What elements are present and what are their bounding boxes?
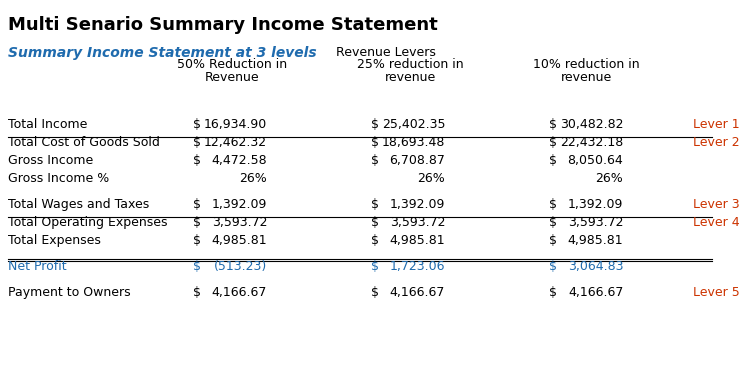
Text: Multi Senario Summary Income Statement: Multi Senario Summary Income Statement <box>8 16 438 34</box>
Text: $: $ <box>549 286 557 299</box>
Text: Payment to Owners: Payment to Owners <box>8 286 130 299</box>
Text: $: $ <box>549 154 557 167</box>
Text: $: $ <box>193 286 201 299</box>
Text: 22,432.18: 22,432.18 <box>560 136 623 149</box>
Text: Lever 4: Lever 4 <box>692 216 740 229</box>
Text: Total Wages and Taxes: Total Wages and Taxes <box>8 198 149 211</box>
Text: $: $ <box>193 260 201 273</box>
Text: Total Cost of Goods Sold: Total Cost of Goods Sold <box>8 136 160 149</box>
Text: $: $ <box>549 118 557 131</box>
Text: 10% reduction in: 10% reduction in <box>533 58 640 71</box>
Text: Gross Income %: Gross Income % <box>8 172 109 185</box>
Text: 12,462.32: 12,462.32 <box>204 136 267 149</box>
Text: revenue: revenue <box>385 71 436 84</box>
Text: Total Expenses: Total Expenses <box>8 234 101 247</box>
Text: 4,166.67: 4,166.67 <box>390 286 445 299</box>
Text: 4,166.67: 4,166.67 <box>568 286 623 299</box>
Text: $: $ <box>193 234 201 247</box>
Text: $: $ <box>549 198 557 211</box>
Text: Summary Income Statement at 3 levels: Summary Income Statement at 3 levels <box>8 46 316 60</box>
Text: 4,472.58: 4,472.58 <box>211 154 267 167</box>
Text: $: $ <box>371 136 379 149</box>
Text: 25,402.35: 25,402.35 <box>382 118 446 131</box>
Text: 50% Reduction in: 50% Reduction in <box>178 58 287 71</box>
Text: $: $ <box>371 286 379 299</box>
Text: $: $ <box>371 234 379 247</box>
Text: $: $ <box>371 118 379 131</box>
Text: Lever 3: Lever 3 <box>692 198 740 211</box>
Text: 26%: 26% <box>239 172 267 185</box>
Text: 8,050.64: 8,050.64 <box>568 154 623 167</box>
Text: $: $ <box>549 260 557 273</box>
Text: revenue: revenue <box>561 71 612 84</box>
Text: 1,392.09: 1,392.09 <box>568 198 623 211</box>
Text: $: $ <box>371 260 379 273</box>
Text: $: $ <box>371 154 379 167</box>
Text: Lever 2: Lever 2 <box>692 136 740 149</box>
Text: 26%: 26% <box>418 172 446 185</box>
Text: Gross Income: Gross Income <box>8 154 93 167</box>
Text: Net Profit: Net Profit <box>8 260 67 273</box>
Text: Revenue Levers: Revenue Levers <box>336 46 436 59</box>
Text: 16,934.90: 16,934.90 <box>204 118 267 131</box>
Text: 26%: 26% <box>596 172 623 185</box>
Text: 4,166.67: 4,166.67 <box>211 286 267 299</box>
Text: $: $ <box>193 216 201 229</box>
Text: 30,482.82: 30,482.82 <box>560 118 623 131</box>
Text: Revenue: Revenue <box>206 71 260 84</box>
Text: 3,593.72: 3,593.72 <box>568 216 623 229</box>
Text: $: $ <box>549 216 557 229</box>
Text: $: $ <box>193 198 201 211</box>
Text: $: $ <box>549 136 557 149</box>
Text: 25% reduction in: 25% reduction in <box>357 58 464 71</box>
Text: $: $ <box>371 198 379 211</box>
Text: $: $ <box>193 118 201 131</box>
Text: 3,593.72: 3,593.72 <box>211 216 267 229</box>
Text: $: $ <box>193 136 201 149</box>
Text: 4,985.81: 4,985.81 <box>389 234 445 247</box>
Text: 6,708.87: 6,708.87 <box>389 154 445 167</box>
Text: Lever 5: Lever 5 <box>692 286 740 299</box>
Text: Total Income: Total Income <box>8 118 87 131</box>
Text: Lever 1: Lever 1 <box>692 118 740 131</box>
Text: Total Operating Expenses: Total Operating Expenses <box>8 216 167 229</box>
Text: 3,064.83: 3,064.83 <box>568 260 623 273</box>
Text: $: $ <box>193 154 201 167</box>
Text: 1,392.09: 1,392.09 <box>390 198 445 211</box>
Text: 3,593.72: 3,593.72 <box>390 216 445 229</box>
Text: (513.23): (513.23) <box>214 260 267 273</box>
Text: 4,985.81: 4,985.81 <box>568 234 623 247</box>
Text: 1,392.09: 1,392.09 <box>211 198 267 211</box>
Text: 1,723.06: 1,723.06 <box>390 260 445 273</box>
Text: 18,693.48: 18,693.48 <box>382 136 446 149</box>
Text: 4,985.81: 4,985.81 <box>211 234 267 247</box>
Text: $: $ <box>371 216 379 229</box>
Text: $: $ <box>549 234 557 247</box>
